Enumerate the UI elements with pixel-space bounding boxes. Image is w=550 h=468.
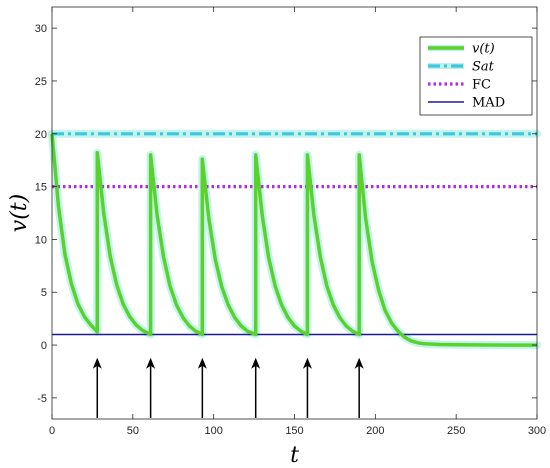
- dose-arrow-head: [92, 357, 102, 369]
- x-tick-label: 150: [285, 425, 303, 437]
- legend-label: FC: [472, 78, 491, 93]
- y-tick-label: 10: [35, 234, 47, 246]
- y-tick-label: 20: [35, 129, 47, 141]
- series-line-vt: [50, 133, 537, 347]
- dose-arrow-head: [197, 357, 207, 369]
- dose-arrow-head: [146, 357, 156, 369]
- x-tick-label: 50: [127, 425, 139, 437]
- x-tick-label: 250: [447, 425, 465, 437]
- dose-arrow-head: [354, 357, 364, 369]
- dose-arrow: [92, 357, 102, 418]
- dose-arrow: [354, 357, 364, 418]
- x-tick-label: 100: [204, 425, 222, 437]
- legend-item-vt: v(t): [428, 42, 495, 57]
- y-tick-label: 30: [35, 23, 47, 35]
- dose-arrow-head: [251, 357, 261, 369]
- legend-label: MAD: [472, 96, 505, 111]
- dose-arrow: [251, 357, 261, 418]
- x-axis-label: t: [290, 443, 299, 468]
- series-halo-layer: [48, 129, 541, 350]
- legend-item-sat: Sat: [428, 60, 495, 75]
- dose-arrows: [92, 357, 364, 418]
- series-layer: [50, 132, 537, 347]
- y-axis-label: v(t): [7, 194, 32, 232]
- dose-arrow: [146, 357, 156, 418]
- axes: 0 50 100 150 200 250 300 -5 0 5 10 15 20 25 30 t v(t): [7, 6, 546, 468]
- legend-item-mad: MAD: [428, 96, 505, 111]
- y-tick-label: 5: [41, 287, 47, 299]
- x-tick-label: 300: [528, 425, 546, 437]
- y-tick-label: 25: [35, 76, 47, 88]
- series-halo-vt: [48, 129, 541, 350]
- x-tick-label: 0: [49, 425, 55, 437]
- dose-arrow: [302, 357, 312, 418]
- y-tick-label: 15: [35, 182, 47, 194]
- y-tick-label: -5: [37, 393, 47, 405]
- legend-label: Sat: [472, 60, 495, 75]
- dose-arrow-head: [302, 357, 312, 369]
- x-tick-label: 200: [366, 425, 384, 437]
- legend-label: v(t): [472, 42, 495, 57]
- legend-item-fc: FC: [428, 78, 491, 93]
- y-tick-label: 0: [41, 340, 47, 352]
- dose-arrow: [197, 357, 207, 418]
- legend: v(t) Sat FC MAD: [419, 36, 533, 116]
